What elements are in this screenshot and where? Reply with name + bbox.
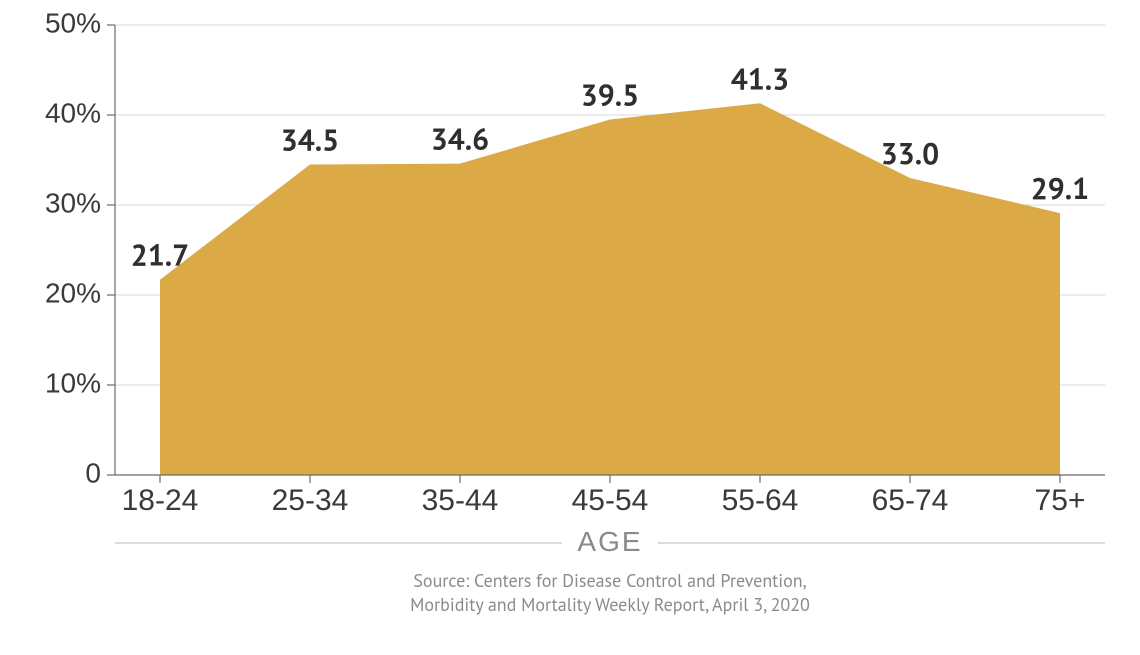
- x-tick-label: 55-64: [722, 484, 799, 517]
- value-label: 33.0: [881, 134, 939, 173]
- value-label: 34.5: [281, 121, 339, 160]
- x-tick-label: 45-54: [572, 484, 649, 517]
- value-label: 41.3: [731, 59, 789, 98]
- value-label: 34.6: [431, 120, 489, 159]
- x-tick-label: 65-74: [872, 484, 949, 517]
- x-tick-label: 35-44: [422, 484, 499, 517]
- source-line-1: Source: Centers for Disease Control and …: [413, 569, 806, 592]
- y-tick-label: 50%: [45, 7, 101, 38]
- y-tick-label: 30%: [45, 187, 101, 218]
- y-tick-label: 40%: [45, 97, 101, 128]
- x-tick-label: 18-24: [122, 484, 199, 517]
- source-line-2: Morbidity and Mortality Weekly Report, A…: [410, 593, 810, 616]
- x-tick-label: 75+: [1035, 484, 1086, 517]
- value-label: 21.7: [131, 236, 189, 275]
- y-tick-label: 20%: [45, 277, 101, 308]
- chart-container: 0 10% 20% 30% 40% 50% 18-24 25-34 35-44 45-54 55-6…: [0, 0, 1140, 655]
- y-tick-label: 0: [85, 457, 101, 488]
- area-chart: 0 10% 20% 30% 40% 50% 18-24 25-34 35-44 45-54 55-6…: [0, 0, 1140, 655]
- y-tick-label: 10%: [45, 367, 101, 398]
- x-axis-title: AGE: [577, 526, 642, 557]
- x-tick-label: 25-34: [272, 484, 349, 517]
- value-label: 39.5: [581, 76, 639, 115]
- value-label: 29.1: [1031, 169, 1089, 208]
